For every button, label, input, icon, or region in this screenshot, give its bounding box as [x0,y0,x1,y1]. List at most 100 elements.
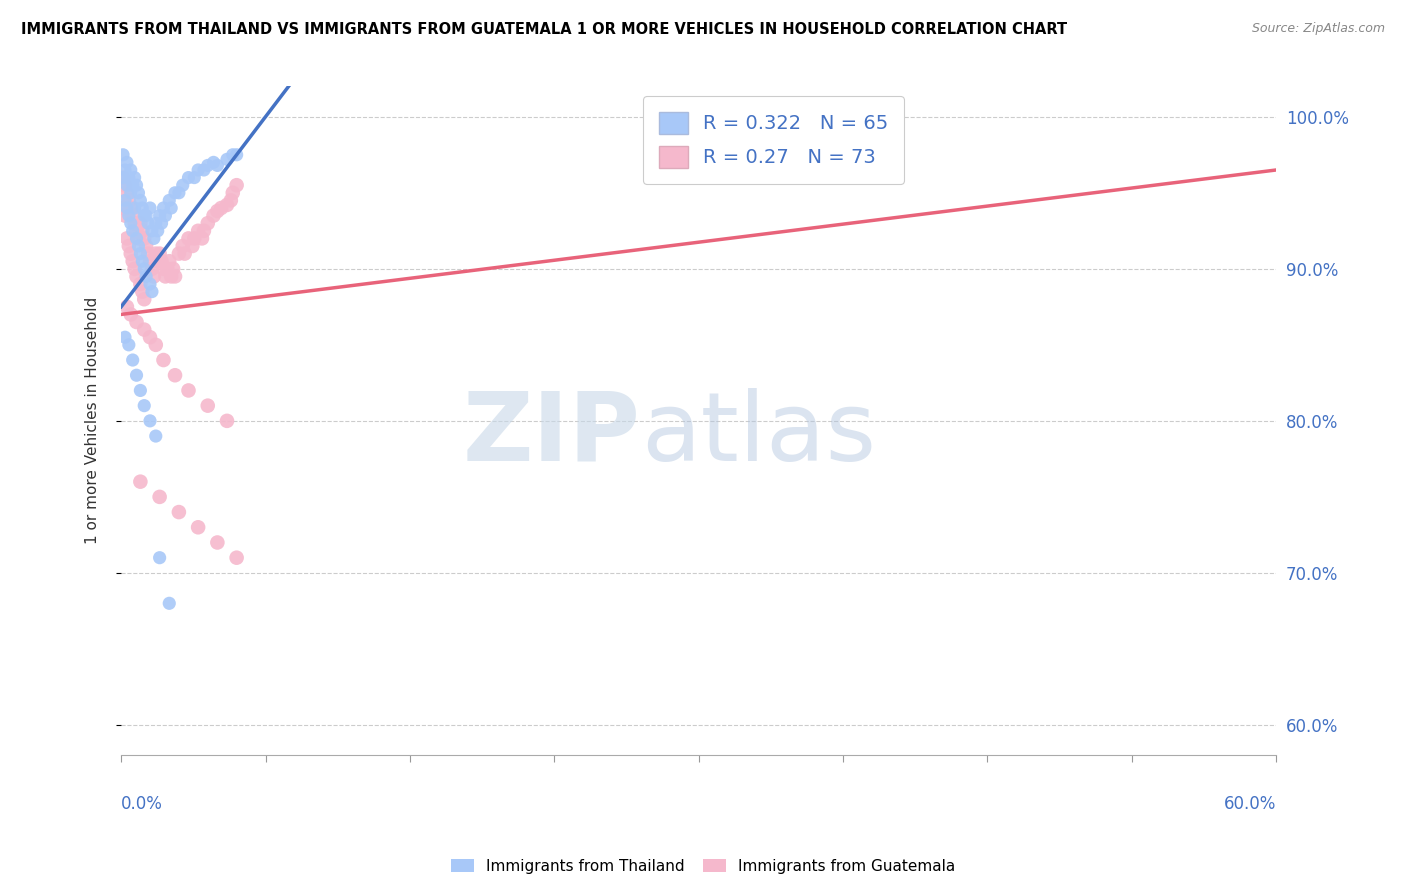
Point [124,201,146,215]
Point [124,261,146,276]
Point [129,216,152,230]
Point [129,277,152,291]
Point [121,178,143,193]
Point [112,170,135,185]
Point [112,170,135,185]
Point [139,201,162,215]
Text: 0.0%: 0.0% [121,796,163,814]
Point [149,246,172,260]
Point [120,307,142,321]
Point [134,209,156,223]
Point [125,315,148,329]
Point [222,148,245,162]
Point [149,490,172,504]
Point [173,246,195,260]
Point [115,201,138,215]
Point [215,198,238,212]
Point [112,148,135,162]
Point [120,246,142,260]
Point [177,170,200,185]
Point [129,384,152,398]
Point [118,239,141,253]
Point [134,323,156,337]
Point [118,338,141,352]
Point [145,429,167,443]
Point [197,158,219,172]
Point [125,368,148,383]
Point [191,231,214,245]
Point [114,194,136,208]
Point [139,254,162,268]
Point [207,535,229,549]
Point [197,216,219,230]
Text: 60.0%: 60.0% [1223,796,1277,814]
Point [187,520,209,534]
Point [152,353,174,368]
Point [131,224,153,238]
Point [163,269,186,284]
Point [125,178,148,193]
Point [215,414,238,428]
Point [219,194,242,208]
Point [183,170,205,185]
Point [145,338,167,352]
Point [145,246,167,260]
Point [125,269,148,284]
Point [114,178,136,193]
Point [134,261,156,276]
Point [215,153,238,167]
Point [155,209,177,223]
Point [225,550,247,565]
Point [150,254,173,268]
Legend: R = 0.322   N = 65, R = 0.27   N = 73: R = 0.322 N = 65, R = 0.27 N = 73 [643,96,904,184]
Point [118,209,141,223]
Point [114,209,136,223]
Point [145,216,167,230]
Point [112,201,135,215]
Point [207,158,229,172]
Point [135,239,157,253]
Point [225,148,247,162]
Point [114,163,136,178]
Point [172,178,194,193]
Point [135,209,157,223]
Point [134,231,156,245]
Point [129,246,152,260]
Point [183,231,205,245]
Point [149,209,172,223]
Point [114,330,136,344]
Point [139,414,162,428]
Point [207,204,229,219]
Point [209,201,232,215]
Point [157,596,180,610]
Point [121,353,143,368]
Text: ZIP: ZIP [463,388,641,481]
Point [115,300,138,314]
Point [129,194,152,208]
Point [115,178,138,193]
Point [181,239,204,253]
Point [157,194,180,208]
Point [225,178,247,193]
Point [197,399,219,413]
Point [172,239,194,253]
Point [177,231,200,245]
Point [142,269,165,284]
Y-axis label: 1 or more Vehicles in Household: 1 or more Vehicles in Household [86,297,100,544]
Point [177,384,200,398]
Point [118,170,141,185]
Point [134,292,156,306]
Point [127,239,149,253]
Point [152,201,174,215]
Legend: Immigrants from Thailand, Immigrants from Guatemala: Immigrants from Thailand, Immigrants fro… [444,853,962,880]
Point [120,216,142,230]
Text: Source: ZipAtlas.com: Source: ZipAtlas.com [1251,22,1385,36]
Point [125,224,148,238]
Point [141,261,163,276]
Point [141,224,163,238]
Point [187,163,209,178]
Point [127,231,149,245]
Point [156,261,179,276]
Point [141,285,163,299]
Point [187,224,209,238]
